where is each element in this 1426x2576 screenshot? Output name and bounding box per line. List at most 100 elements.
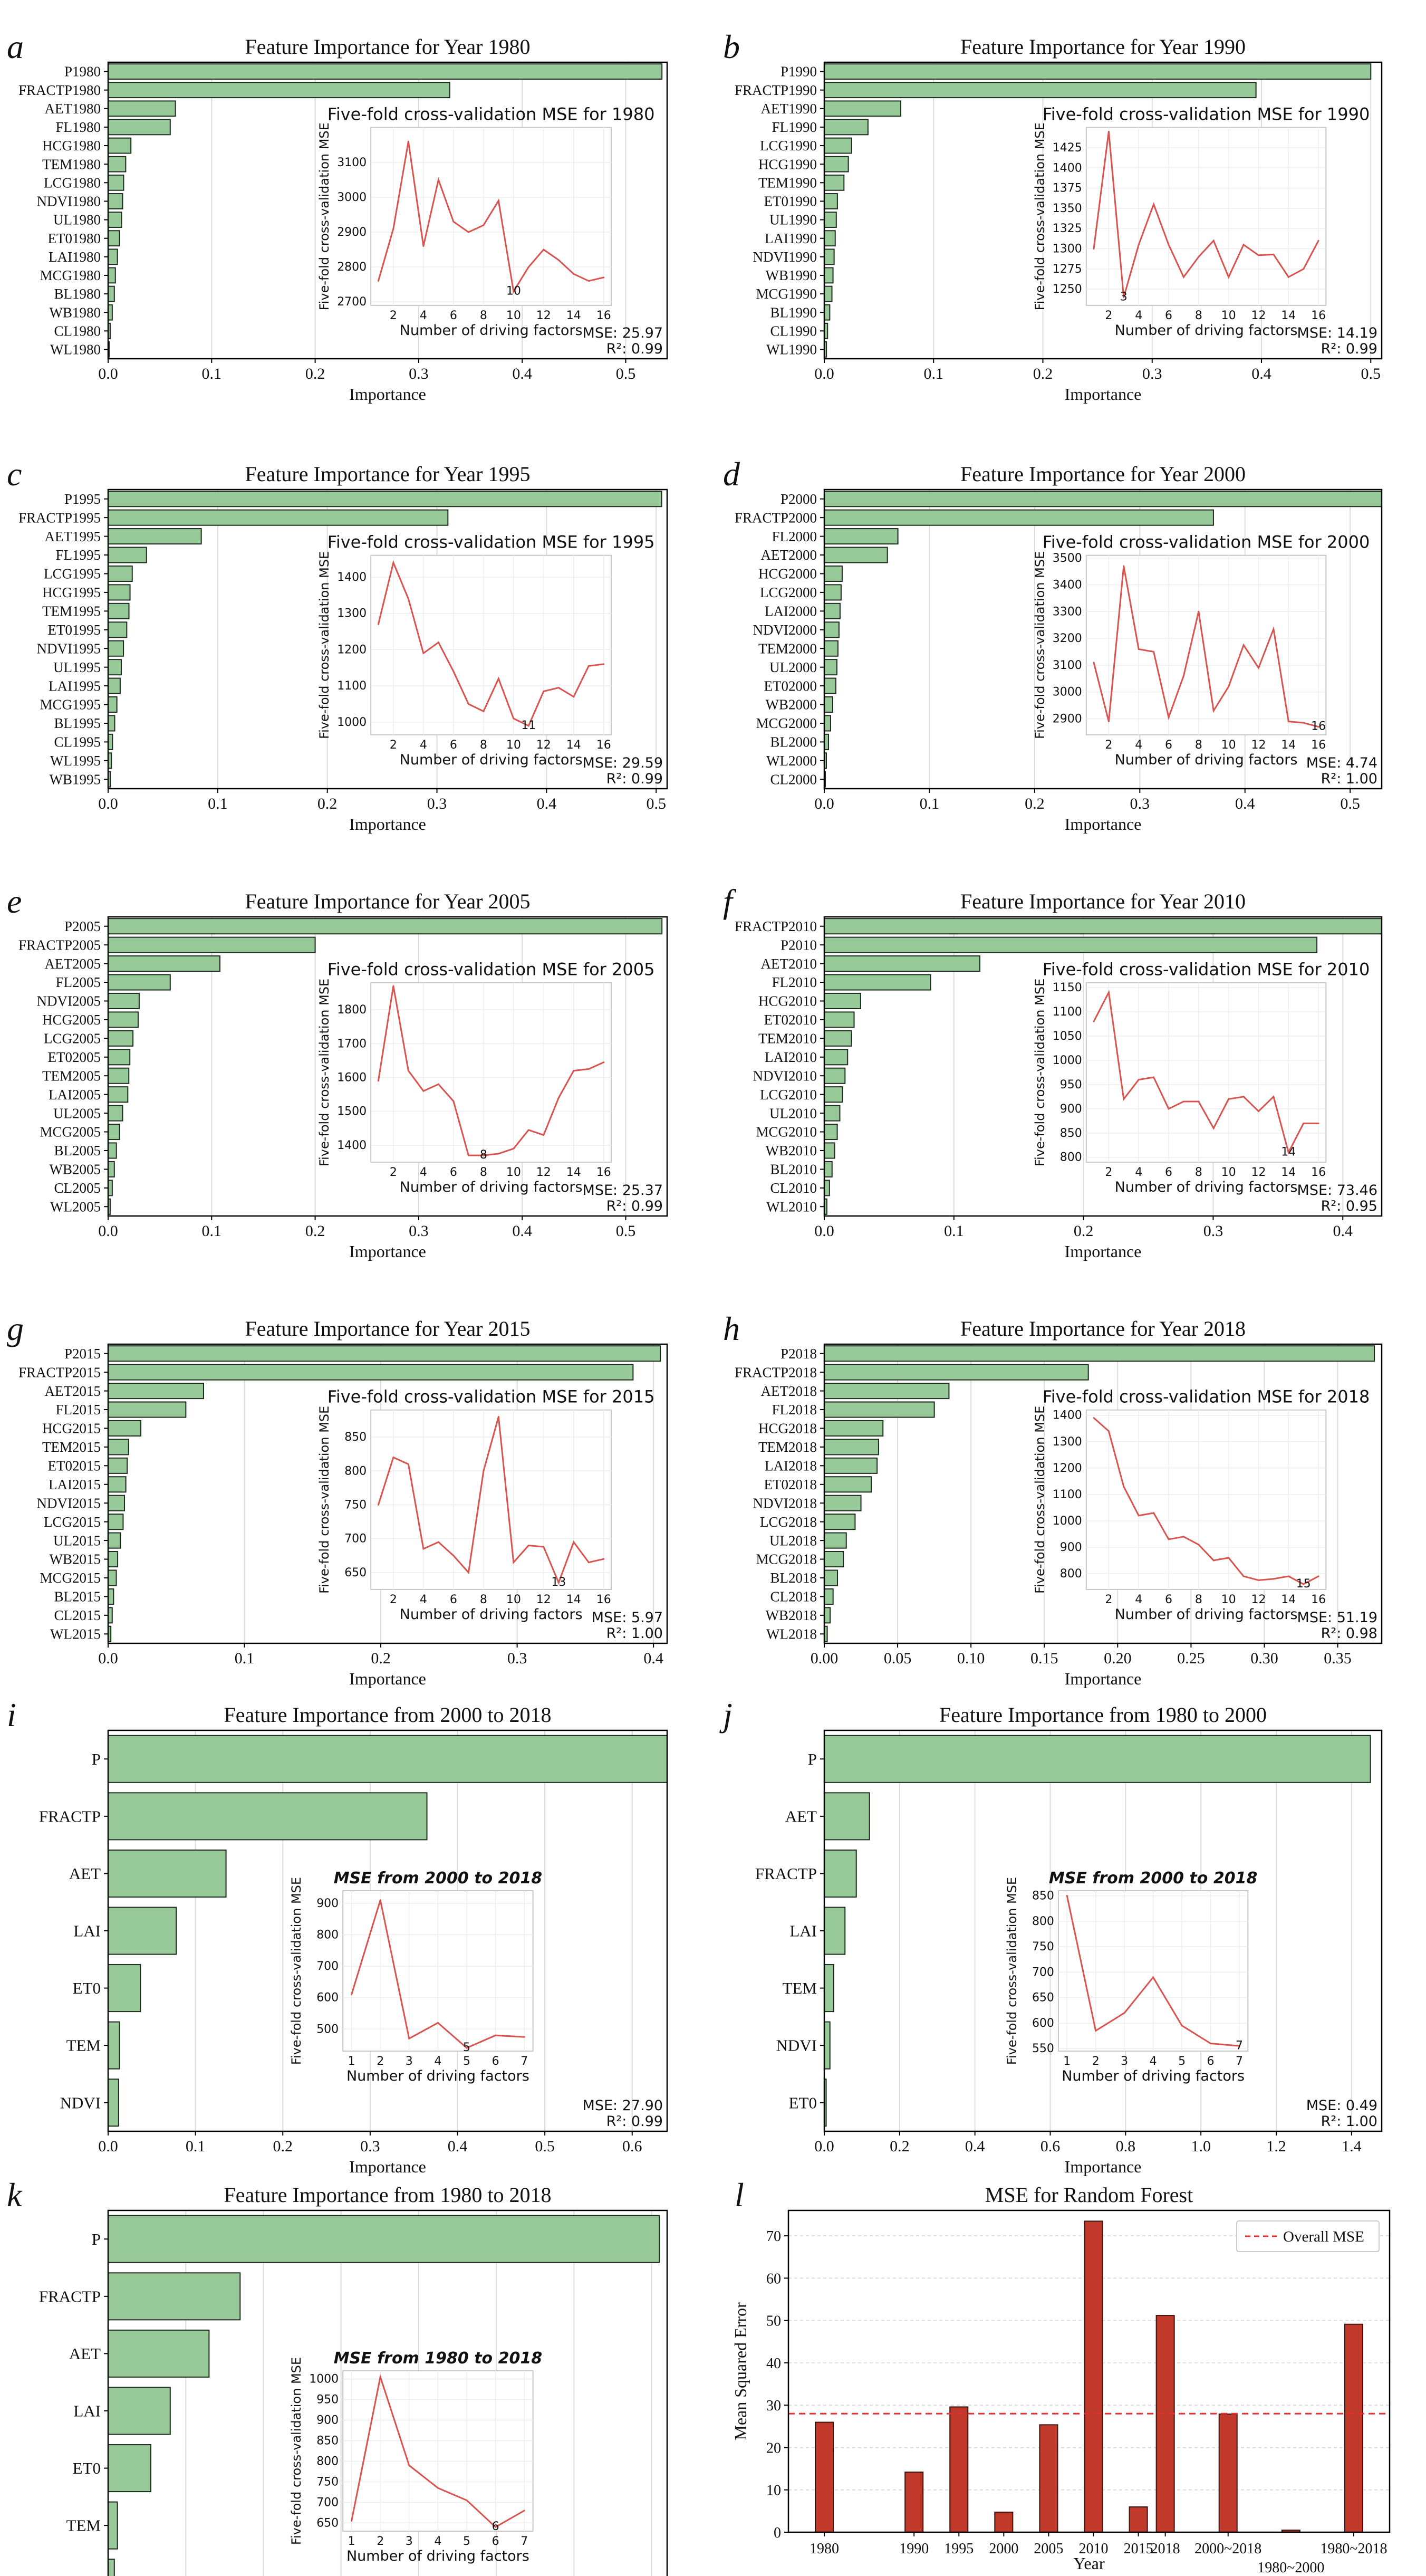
- importance-bar: [824, 1907, 846, 1955]
- inset-x-tick-label: 4: [1150, 2055, 1157, 2068]
- x-tick-label: 0.4: [1235, 795, 1255, 812]
- inset-y-tick-label: 1400: [337, 1139, 367, 1152]
- importance-bar: [108, 2272, 241, 2321]
- inset-x-tick-label: 14: [566, 1166, 581, 1179]
- inset-data-point: [1273, 628, 1275, 630]
- inset-x-tick-label: 1: [348, 2535, 355, 2548]
- inset-y-tick-label: 1400: [1053, 161, 1082, 175]
- inset-y-tick-label: 1250: [1053, 283, 1082, 296]
- x-tick-label: 0.1: [202, 365, 222, 382]
- y-tick-label: P2015: [64, 1346, 101, 1362]
- inset-y-tick-label: 3100: [337, 156, 367, 169]
- inset-y-tick-label: 700: [316, 1960, 339, 1973]
- inset-data-point: [1138, 1079, 1140, 1081]
- x-tick-label: 0.0: [814, 795, 834, 812]
- legend-box: [1236, 2220, 1380, 2252]
- inset-data-point: [1317, 726, 1319, 728]
- inset-data-point: [466, 2500, 468, 2502]
- x-tick-label: 0.3: [409, 365, 429, 382]
- x-tick-label: 0.3: [427, 795, 447, 812]
- importance-bar: [824, 1105, 841, 1122]
- y-tick-label: WB2018: [766, 1607, 817, 1623]
- inset-data-point: [1242, 244, 1245, 246]
- inset-data-point: [392, 985, 394, 987]
- x-tick-label: 1.4: [1342, 2138, 1362, 2155]
- importance-bar: [824, 1514, 856, 1530]
- y-axis-label: Mean Squared Error: [731, 2302, 750, 2440]
- importance-bar: [108, 1495, 126, 1511]
- y-tick-label: AET1980: [45, 101, 101, 117]
- inset-data-point: [1228, 276, 1230, 278]
- inset-title: Five-fold cross-validation MSE for 2010: [1043, 960, 1370, 980]
- x-tick-label: 0.2: [273, 2138, 293, 2155]
- inset-data-point: [1228, 1557, 1230, 1559]
- inset-y-tick-label: 1200: [1053, 1462, 1082, 1475]
- inset-y-label: Five-fold cross-validation MSE: [317, 1406, 332, 1594]
- x-tick-label: 2010: [1079, 2541, 1109, 2557]
- y-tick-label: P: [92, 1750, 101, 1768]
- x-tick-label: 0.05: [884, 1650, 912, 1667]
- inset-data-point: [1273, 253, 1275, 255]
- inset-data-point: [1212, 1559, 1215, 1562]
- inset-data-point: [495, 2034, 497, 2036]
- y-tick-label: FRACTP2010: [735, 918, 817, 934]
- inset-x-tick-label: 4: [1135, 739, 1142, 752]
- y-tick-label: UL2010: [769, 1105, 817, 1121]
- inset-x-tick-label: 1: [348, 2055, 355, 2068]
- inset-x-tick-label: 5: [1178, 2055, 1186, 2068]
- x-tick-label: 0.2: [305, 1222, 325, 1240]
- y-tick-label: MCG2015: [40, 1570, 101, 1586]
- inset-data-point: [1093, 1020, 1095, 1022]
- importance-bar: [824, 1792, 870, 1841]
- inset-data-point: [452, 1100, 455, 1102]
- inset-x-tick-label: 14: [1281, 1593, 1296, 1606]
- importance-bar: [824, 1067, 846, 1084]
- x-tick-label: 0.1: [186, 2138, 206, 2155]
- inset-y-tick-label: 1150: [1053, 981, 1082, 994]
- importance-bar: [108, 285, 115, 302]
- r2-label: R²: 0.99: [1321, 341, 1377, 357]
- inset-x-tick-label: 2: [1105, 1166, 1112, 1179]
- y-tick-label: LCG2010: [760, 1087, 817, 1103]
- y-tick-label: HCG2000: [758, 566, 817, 582]
- y-tick-label: LAI1980: [49, 249, 101, 265]
- importance-bar: [108, 1030, 134, 1047]
- y-tick-label: BL2018: [770, 1570, 817, 1586]
- inset-data-point: [1228, 686, 1230, 688]
- importance-bar: [108, 1964, 141, 2013]
- importance-bar: [108, 696, 118, 713]
- mse-bar: [1084, 2220, 1103, 2533]
- inset-data-point: [1198, 610, 1200, 612]
- y-tick-label: TEM2000: [758, 640, 817, 656]
- inset-data-point: [1095, 2029, 1097, 2032]
- inset-x-tick-label: 8: [480, 739, 487, 752]
- inset-chart: 2 4 6 8 10 12 14 16 800 900 1000 1100 1200 1300 1400 15…: [1033, 1387, 1370, 1623]
- inset-frame: [370, 982, 612, 1163]
- y-tick-label: P1990: [781, 64, 817, 80]
- y-tick-label: UL2005: [53, 1105, 101, 1121]
- importance-bar: [108, 1067, 130, 1084]
- inset-chart: 2 4 6 8 10 12 14 16 2700 2800 2900 3000 3100 10 Five-f…: [317, 104, 654, 339]
- inset-chart: 2 4 6 8 10 12 14 16 650 700 750 800 850 13 Five-fold c…: [317, 1387, 654, 1623]
- inset-x-tick-label: 8: [480, 1166, 487, 1179]
- importance-bar: [824, 1383, 950, 1400]
- inset-data-point: [467, 703, 469, 705]
- inset-data-point: [452, 221, 455, 223]
- y-tick-label: LCG2000: [760, 585, 817, 600]
- mse-label: MSE: 14.19: [1297, 325, 1377, 341]
- x-tick-label: 0.4: [537, 795, 557, 812]
- panel-letter: e: [7, 883, 22, 920]
- inset-best-label: 14: [1281, 1146, 1296, 1159]
- inset-x-label: Number of driving factors: [400, 752, 583, 768]
- x-tick-label: 0.0: [98, 365, 118, 382]
- inset-y-tick-label: 900: [316, 2414, 339, 2427]
- inset-best-label: 7: [1236, 2039, 1243, 2052]
- mse-bar: [1039, 2424, 1058, 2533]
- inset-x-tick-label: 16: [1311, 1593, 1326, 1606]
- inset-x-tick-label: 8: [1195, 1593, 1202, 1606]
- inset-data-point: [1212, 1127, 1215, 1129]
- inset-x-tick-label: 4: [434, 2055, 441, 2068]
- y-tick-label: BL2000: [770, 734, 817, 750]
- y-tick-label: CL2010: [770, 1180, 817, 1196]
- r2-label: R²: 0.99: [606, 341, 663, 357]
